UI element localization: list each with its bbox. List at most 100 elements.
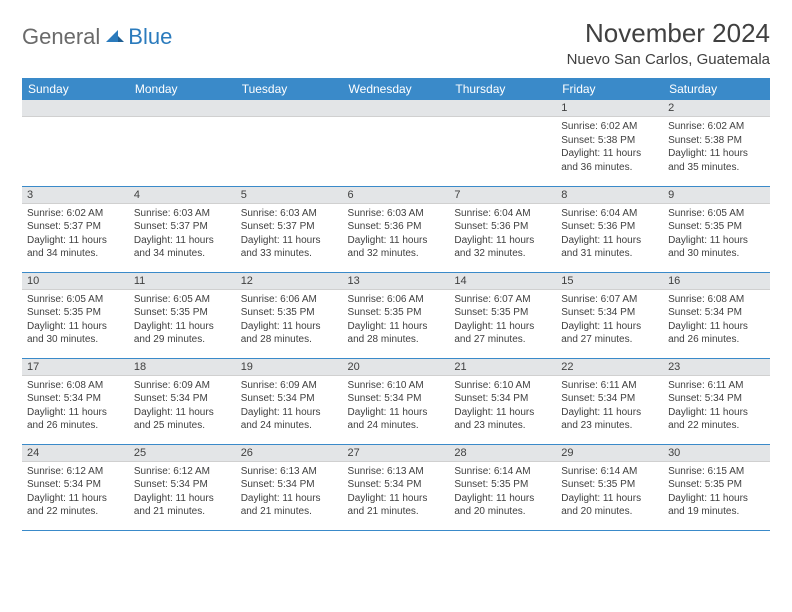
day-body: Sunrise: 6:14 AMSunset: 5:35 PMDaylight:… [449, 462, 556, 523]
sunrise-text: Sunrise: 6:13 AM [348, 465, 445, 479]
sunset-text: Sunset: 5:34 PM [241, 478, 338, 492]
day-number: 13 [343, 273, 450, 290]
day-body: Sunrise: 6:07 AMSunset: 5:34 PMDaylight:… [556, 290, 663, 351]
column-header: Monday [129, 78, 236, 100]
sunrise-text: Sunrise: 6:07 AM [454, 293, 551, 307]
day-body: Sunrise: 6:05 AMSunset: 5:35 PMDaylight:… [22, 290, 129, 351]
day-number: 4 [129, 187, 236, 204]
daylight-text: Daylight: 11 hours and 20 minutes. [454, 492, 551, 519]
sunrise-text: Sunrise: 6:05 AM [668, 207, 765, 221]
calendar-cell: 16Sunrise: 6:08 AMSunset: 5:34 PMDayligh… [663, 272, 770, 358]
sunrise-text: Sunrise: 6:09 AM [134, 379, 231, 393]
sunset-text: Sunset: 5:37 PM [241, 220, 338, 234]
day-body [343, 117, 450, 124]
calendar-week: 3Sunrise: 6:02 AMSunset: 5:37 PMDaylight… [22, 186, 770, 272]
sunset-text: Sunset: 5:35 PM [668, 478, 765, 492]
day-body: Sunrise: 6:11 AMSunset: 5:34 PMDaylight:… [663, 376, 770, 437]
daylight-text: Daylight: 11 hours and 35 minutes. [668, 147, 765, 174]
month-title: November 2024 [567, 18, 770, 49]
day-body: Sunrise: 6:08 AMSunset: 5:34 PMDaylight:… [22, 376, 129, 437]
sunrise-text: Sunrise: 6:03 AM [241, 207, 338, 221]
column-header: Thursday [449, 78, 556, 100]
sunset-text: Sunset: 5:34 PM [134, 392, 231, 406]
sunset-text: Sunset: 5:34 PM [348, 392, 445, 406]
calendar-cell: 21Sunrise: 6:10 AMSunset: 5:34 PMDayligh… [449, 358, 556, 444]
calendar-cell: 30Sunrise: 6:15 AMSunset: 5:35 PMDayligh… [663, 444, 770, 530]
day-body: Sunrise: 6:13 AMSunset: 5:34 PMDaylight:… [343, 462, 450, 523]
day-body: Sunrise: 6:14 AMSunset: 5:35 PMDaylight:… [556, 462, 663, 523]
calendar-week: 17Sunrise: 6:08 AMSunset: 5:34 PMDayligh… [22, 358, 770, 444]
daylight-text: Daylight: 11 hours and 28 minutes. [348, 320, 445, 347]
sunrise-text: Sunrise: 6:14 AM [561, 465, 658, 479]
day-body [129, 117, 236, 124]
day-number: 6 [343, 187, 450, 204]
calendar-cell: 26Sunrise: 6:13 AMSunset: 5:34 PMDayligh… [236, 444, 343, 530]
daylight-text: Daylight: 11 hours and 22 minutes. [668, 406, 765, 433]
day-number: 2 [663, 100, 770, 117]
day-number: 5 [236, 187, 343, 204]
sunrise-text: Sunrise: 6:10 AM [348, 379, 445, 393]
sunrise-text: Sunrise: 6:10 AM [454, 379, 551, 393]
daylight-text: Daylight: 11 hours and 24 minutes. [241, 406, 338, 433]
sunrise-text: Sunrise: 6:11 AM [561, 379, 658, 393]
sunrise-text: Sunrise: 6:15 AM [668, 465, 765, 479]
sail-icon [104, 24, 124, 50]
sunset-text: Sunset: 5:38 PM [561, 134, 658, 148]
calendar-cell: 9Sunrise: 6:05 AMSunset: 5:35 PMDaylight… [663, 186, 770, 272]
day-body: Sunrise: 6:03 AMSunset: 5:36 PMDaylight:… [343, 204, 450, 265]
day-body [449, 117, 556, 124]
calendar-cell: 13Sunrise: 6:06 AMSunset: 5:35 PMDayligh… [343, 272, 450, 358]
day-number: 24 [22, 445, 129, 462]
daylight-text: Daylight: 11 hours and 21 minutes. [348, 492, 445, 519]
day-number: 16 [663, 273, 770, 290]
sunset-text: Sunset: 5:35 PM [561, 478, 658, 492]
day-number [343, 100, 450, 117]
column-header: Saturday [663, 78, 770, 100]
calendar-cell: 25Sunrise: 6:12 AMSunset: 5:34 PMDayligh… [129, 444, 236, 530]
sunset-text: Sunset: 5:35 PM [134, 306, 231, 320]
day-body: Sunrise: 6:09 AMSunset: 5:34 PMDaylight:… [236, 376, 343, 437]
daylight-text: Daylight: 11 hours and 23 minutes. [454, 406, 551, 433]
sunrise-text: Sunrise: 6:08 AM [27, 379, 124, 393]
day-body: Sunrise: 6:13 AMSunset: 5:34 PMDaylight:… [236, 462, 343, 523]
calendar-cell: 7Sunrise: 6:04 AMSunset: 5:36 PMDaylight… [449, 186, 556, 272]
sunset-text: Sunset: 5:34 PM [454, 392, 551, 406]
calendar-cell: 4Sunrise: 6:03 AMSunset: 5:37 PMDaylight… [129, 186, 236, 272]
daylight-text: Daylight: 11 hours and 26 minutes. [27, 406, 124, 433]
sunrise-text: Sunrise: 6:02 AM [27, 207, 124, 221]
sunset-text: Sunset: 5:35 PM [348, 306, 445, 320]
day-number: 20 [343, 359, 450, 376]
day-number: 9 [663, 187, 770, 204]
daylight-text: Daylight: 11 hours and 32 minutes. [454, 234, 551, 261]
day-number: 18 [129, 359, 236, 376]
calendar-cell: 20Sunrise: 6:10 AMSunset: 5:34 PMDayligh… [343, 358, 450, 444]
daylight-text: Daylight: 11 hours and 29 minutes. [134, 320, 231, 347]
calendar-cell: 8Sunrise: 6:04 AMSunset: 5:36 PMDaylight… [556, 186, 663, 272]
sunset-text: Sunset: 5:35 PM [241, 306, 338, 320]
calendar-cell: 17Sunrise: 6:08 AMSunset: 5:34 PMDayligh… [22, 358, 129, 444]
day-number: 25 [129, 445, 236, 462]
calendar-cell: 5Sunrise: 6:03 AMSunset: 5:37 PMDaylight… [236, 186, 343, 272]
day-number: 23 [663, 359, 770, 376]
day-number: 10 [22, 273, 129, 290]
day-body: Sunrise: 6:02 AMSunset: 5:37 PMDaylight:… [22, 204, 129, 265]
daylight-text: Daylight: 11 hours and 23 minutes. [561, 406, 658, 433]
calendar-page: General Blue November 2024 Nuevo San Car… [0, 0, 792, 549]
sunrise-text: Sunrise: 6:02 AM [561, 120, 658, 134]
daylight-text: Daylight: 11 hours and 25 minutes. [134, 406, 231, 433]
calendar-cell: 10Sunrise: 6:05 AMSunset: 5:35 PMDayligh… [22, 272, 129, 358]
day-body: Sunrise: 6:09 AMSunset: 5:34 PMDaylight:… [129, 376, 236, 437]
calendar-cell: 14Sunrise: 6:07 AMSunset: 5:35 PMDayligh… [449, 272, 556, 358]
calendar-week: 24Sunrise: 6:12 AMSunset: 5:34 PMDayligh… [22, 444, 770, 530]
calendar-cell: 23Sunrise: 6:11 AMSunset: 5:34 PMDayligh… [663, 358, 770, 444]
location: Nuevo San Carlos, Guatemala [567, 51, 770, 68]
daylight-text: Daylight: 11 hours and 22 minutes. [27, 492, 124, 519]
sunset-text: Sunset: 5:36 PM [348, 220, 445, 234]
daylight-text: Daylight: 11 hours and 30 minutes. [27, 320, 124, 347]
sunrise-text: Sunrise: 6:03 AM [134, 207, 231, 221]
day-body: Sunrise: 6:12 AMSunset: 5:34 PMDaylight:… [129, 462, 236, 523]
calendar-header-row: SundayMondayTuesdayWednesdayThursdayFrid… [22, 78, 770, 100]
day-number: 19 [236, 359, 343, 376]
day-number [129, 100, 236, 117]
day-body: Sunrise: 6:10 AMSunset: 5:34 PMDaylight:… [343, 376, 450, 437]
